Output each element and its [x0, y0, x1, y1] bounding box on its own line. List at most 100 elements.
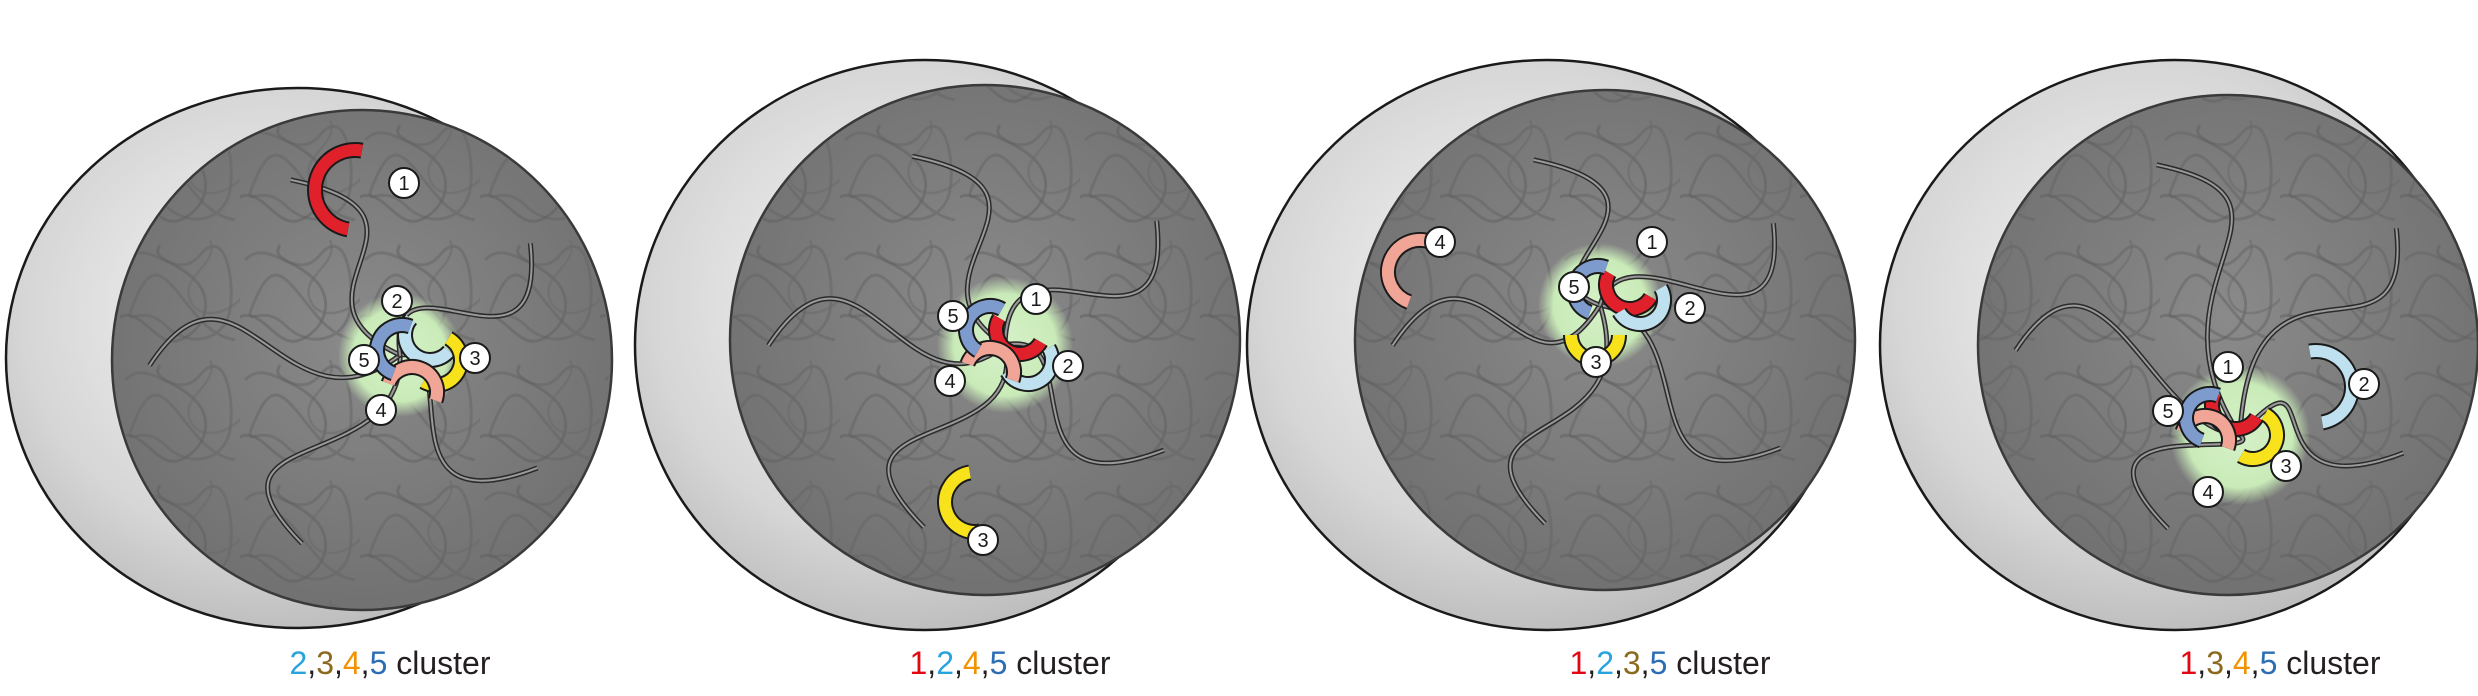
chromosome-strand: [2156, 163, 2241, 436]
locus-label-circle: [967, 524, 999, 556]
caption-comma: ,: [953, 645, 963, 681]
locus-label: 3: [977, 530, 988, 552]
locus-label: 2: [2358, 374, 2369, 396]
locus-label: 2: [1684, 298, 1695, 320]
caption-suffix: cluster: [1667, 645, 1771, 681]
chromatin-texture: [1980, 97, 2476, 593]
locus-label: 1: [1030, 289, 1041, 311]
locus-5: [2180, 388, 2221, 447]
chromosome-strand: [887, 344, 1008, 528]
caption-comma: ,: [2223, 645, 2233, 681]
locus-5: [371, 319, 413, 380]
locus-4: [1382, 234, 1433, 308]
caption-comma: ,: [980, 645, 990, 681]
caption-number: 5: [1649, 645, 1668, 681]
caption-suffix: cluster: [2277, 645, 2381, 681]
caption-number: 3: [2206, 645, 2224, 681]
caption-comma: ,: [307, 645, 317, 681]
caption-number: 2: [936, 645, 954, 681]
caption-comma: ,: [1613, 645, 1623, 681]
caption-number: 5: [369, 645, 388, 681]
caption-number: 1: [1569, 645, 1588, 681]
chromosome-strand: [148, 318, 401, 379]
locus-label-circle: [1636, 226, 1668, 258]
caption-number: 4: [342, 645, 361, 681]
chromosome-strand: [2239, 228, 2399, 436]
locus-label-circle: [2152, 395, 2184, 427]
caption-comma: ,: [927, 645, 937, 681]
locus-label-circle: [1052, 350, 1084, 382]
locus-label: 1: [1646, 232, 1657, 254]
caption-number: 2: [1596, 645, 1614, 681]
nucleus-panel: 1 2 3 4 5: [633, 58, 1242, 632]
caption-number: 3: [1622, 645, 1641, 681]
locus-label: 4: [944, 371, 955, 393]
locus-label: 1: [398, 173, 409, 195]
caption-number: 5: [989, 645, 1008, 681]
caption-number: 1: [2179, 645, 2198, 681]
locus-label: 5: [947, 306, 958, 328]
caption-comma: ,: [1640, 645, 1650, 681]
locus-label-circle: [937, 300, 969, 332]
chromosome-strand: [2132, 434, 2244, 530]
locus-label: 3: [2280, 456, 2291, 478]
locus-label: 1: [2222, 357, 2233, 379]
locus-label: 2: [1062, 356, 1073, 378]
chromosome-strand: [1599, 223, 1776, 306]
locus-label-circle: [2192, 476, 2224, 508]
locus-label-circle: [1580, 346, 1612, 378]
caption-comma: ,: [2250, 645, 2260, 681]
locus-label: 4: [1434, 232, 1445, 254]
locus-label: 3: [1590, 352, 1601, 374]
caption-comma: ,: [333, 645, 343, 681]
locus-label-circle: [2348, 368, 2380, 400]
locus-label-circle: [2212, 351, 2244, 383]
caption-number: 4: [2232, 645, 2251, 681]
panel-caption: 1,3,4,5 cluster: [2080, 643, 2478, 683]
caption-number: 3: [316, 645, 334, 681]
locus-label-circle: [348, 344, 380, 376]
caption-comma: ,: [1587, 645, 1597, 681]
caption-comma: ,: [360, 645, 370, 681]
caption-number: 1: [909, 645, 928, 681]
locus-label-circle: [388, 167, 420, 199]
locus-label: 4: [2202, 482, 2213, 504]
panel-caption: 1,2,4,5 cluster: [810, 643, 1210, 683]
caption-number: 5: [2259, 645, 2278, 681]
locus-label: 5: [2162, 401, 2173, 423]
chromosome-strand: [290, 178, 401, 356]
locus-label-circle: [2270, 450, 2302, 482]
locus-1: [309, 144, 363, 236]
chromosome-strand: [266, 354, 402, 545]
chromosome-strand: [1004, 220, 1159, 346]
locus-label: 3: [469, 348, 480, 370]
caption-number: 2: [289, 645, 308, 681]
nucleus-panel: 1 2 3 4 5: [1878, 58, 2478, 632]
caption-comma: ,: [2197, 645, 2207, 681]
locus-label-circle: [1424, 226, 1456, 258]
caption-suffix: cluster: [1007, 645, 1111, 681]
panel-caption: 1,2,3,5 cluster: [1470, 643, 1870, 683]
locus-label: 5: [1568, 277, 1579, 299]
locus-label-circle: [381, 285, 413, 317]
nucleus-panel: 1 2 3 4 5: [4, 86, 614, 630]
locus-4: [382, 361, 443, 403]
locus-label-circle: [365, 394, 397, 426]
locus-label: 4: [375, 400, 386, 422]
locus-label-circle: [1674, 292, 1706, 324]
locus-2: [1614, 285, 1670, 330]
locus-label-circle: [1558, 271, 1590, 303]
caption-number: 4: [962, 645, 981, 681]
nucleus-panel: 1 2 3 4 5: [1245, 58, 1857, 632]
caption-suffix: cluster: [387, 645, 491, 681]
locus-label-circle: [459, 342, 491, 374]
locus-3: [2238, 409, 2283, 465]
locus-1: [1600, 270, 1656, 315]
locus-label-circle: [934, 365, 966, 397]
locus-label: 2: [391, 291, 402, 313]
locus-label: 5: [358, 350, 369, 372]
locus-5: [960, 300, 1005, 356]
panel-caption: 2,3,4,5 cluster: [190, 643, 590, 683]
locus-label-circle: [1020, 283, 1052, 315]
